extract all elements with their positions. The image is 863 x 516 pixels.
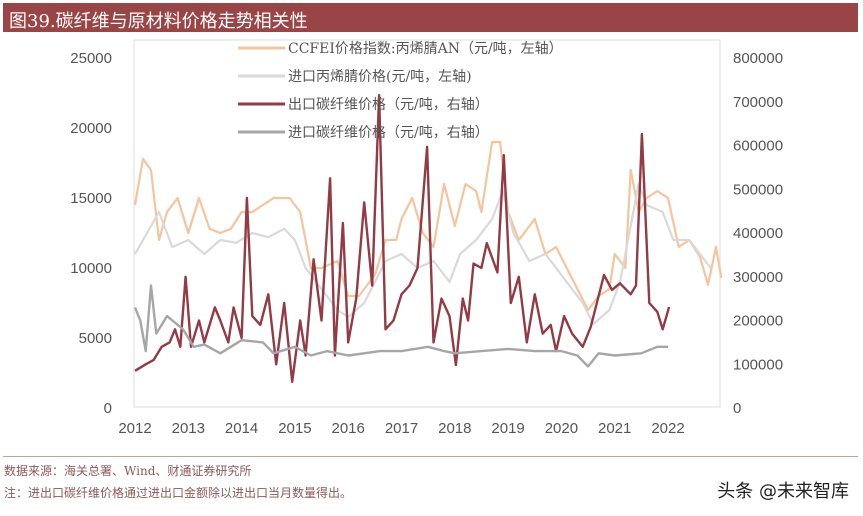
y-right-tick-label: 600000: [733, 138, 783, 155]
x-tick-label: 2015: [278, 420, 311, 437]
x-tick-label: 2022: [651, 420, 684, 437]
series-line-4: [133, 284, 668, 368]
y-right-tick-label: 100000: [733, 356, 783, 373]
y-left-tick-label: 10000: [70, 260, 112, 277]
legend-label: 进口丙烯腈价格(元/吨，左轴): [288, 69, 472, 85]
x-tick-label: 2013: [172, 420, 205, 437]
series-line-1: [133, 140, 723, 312]
y-right-tick-label: 800000: [733, 50, 783, 67]
series-line-2: [134, 182, 712, 326]
title-bar: 图39.碳纤维与原材料价格走势相关性: [3, 3, 858, 32]
y-left-tick-label: 15000: [70, 190, 112, 207]
y-left-tick-label: 5000: [79, 330, 112, 347]
y-right-tick-label: 300000: [733, 269, 783, 286]
y-right-tick-label: 0: [733, 400, 741, 417]
x-tick-label: 2021: [598, 420, 631, 437]
x-tick-label: 2020: [545, 420, 578, 437]
x-tick-label: 2018: [438, 420, 471, 437]
x-tick-label: 2012: [118, 420, 151, 437]
plot-frame: [133, 39, 721, 408]
x-tick-label: 2017: [385, 420, 418, 437]
x-tick-label: 2019: [491, 420, 524, 437]
legend-label: 出口碳纤维价格（元/吨，右轴）: [288, 97, 489, 113]
y-left-tick-label: 20000: [70, 120, 112, 137]
legend-label: 进口碳纤维价格（元/吨，右轴）: [288, 125, 489, 141]
y-left-tick-label: 25000: [70, 50, 112, 67]
x-tick-label: 2014: [225, 420, 258, 437]
y-right-tick-label: 700000: [733, 94, 783, 111]
footnote: 注：进出口碳纤维价格通过进出口金额除以进出口当月数量得出。: [4, 486, 353, 500]
watermark: 头条 @未来智库: [717, 481, 849, 502]
legend-label: CCFEI价格指数:丙烯腈AN（元/吨，左轴）: [288, 41, 563, 57]
y-right-tick-label: 200000: [733, 313, 783, 330]
source-note: 数据来源：海关总署、Wind、财通证券研究所: [4, 464, 252, 478]
y-left-tick-label: 0: [104, 400, 112, 417]
y-right-tick-label: 400000: [733, 225, 783, 242]
y-right-tick-label: 500000: [733, 181, 783, 198]
x-tick-label: 2016: [332, 420, 365, 437]
figure-title: 图39.碳纤维与原材料价格走势相关性: [9, 11, 308, 32]
series-line-3: [134, 93, 671, 383]
footer-divider: [3, 456, 858, 457]
